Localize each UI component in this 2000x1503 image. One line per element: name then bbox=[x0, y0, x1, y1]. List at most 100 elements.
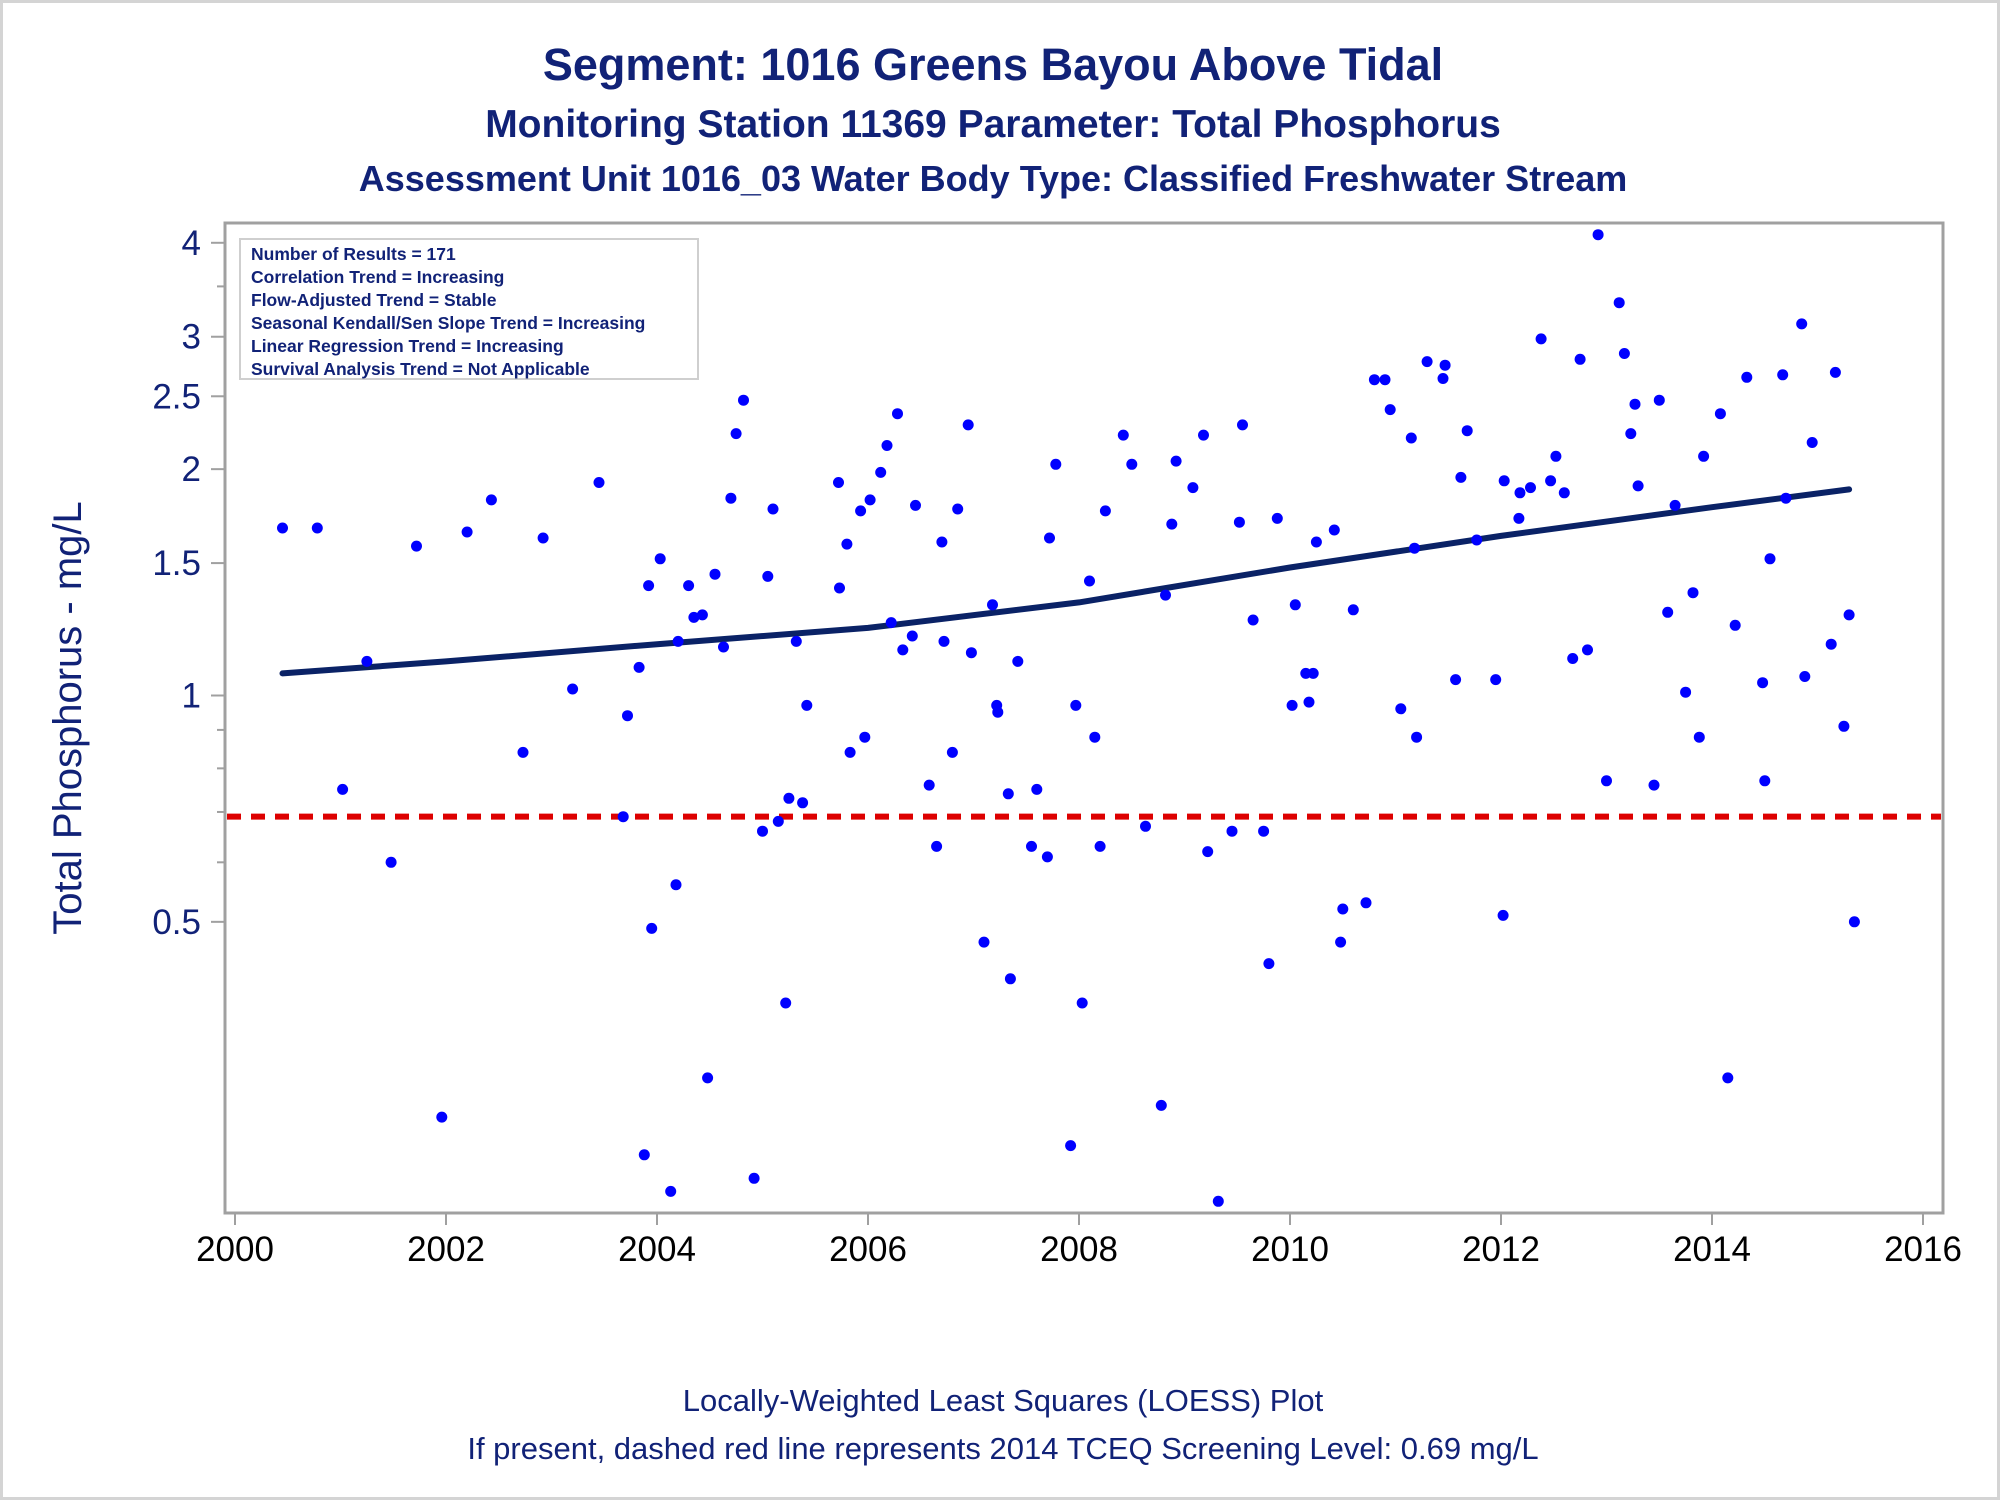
data-point bbox=[1843, 609, 1855, 621]
data-point bbox=[1099, 505, 1111, 517]
data-point bbox=[1026, 840, 1037, 852]
data-point bbox=[834, 582, 845, 594]
data-point bbox=[1258, 825, 1270, 837]
data-point bbox=[1680, 686, 1692, 698]
data-point bbox=[1648, 779, 1660, 791]
data-point bbox=[1012, 655, 1024, 667]
y-tick-label: 2 bbox=[182, 450, 201, 489]
data-point bbox=[1437, 373, 1449, 384]
plot-svg: 2000 2002 2004 2006 2008 2010 2012 2014 2016 0.5 1… bbox=[152, 221, 1962, 1269]
data-point bbox=[1405, 432, 1417, 444]
data-point bbox=[833, 477, 844, 488]
data-point bbox=[1625, 428, 1637, 440]
chart-subtitle-2: Assessment Unit 1016_03 Water Body Type:… bbox=[358, 158, 1628, 199]
data-point bbox=[790, 635, 802, 647]
data-point bbox=[1535, 333, 1547, 345]
data-point bbox=[622, 710, 633, 722]
data-point bbox=[1687, 587, 1699, 599]
data-point bbox=[567, 683, 579, 695]
data-point bbox=[311, 522, 323, 534]
data-point bbox=[1170, 455, 1182, 467]
stat-linear-regression-trend: Linear Regression Trend = Increasing bbox=[251, 336, 564, 356]
data-point bbox=[654, 553, 666, 565]
data-point bbox=[1567, 653, 1579, 664]
data-point bbox=[875, 466, 887, 478]
data-point bbox=[1089, 731, 1101, 743]
data-point bbox=[1289, 599, 1301, 611]
data-point bbox=[1337, 903, 1349, 915]
footnote-loess: Locally-Weighted Least Squares (LOESS) P… bbox=[682, 1383, 1324, 1418]
data-point bbox=[1777, 369, 1789, 381]
data-point bbox=[906, 630, 918, 642]
data-point bbox=[946, 746, 958, 758]
data-point bbox=[1198, 429, 1209, 441]
stat-correlation-trend: Correlation Trend = Increasing bbox=[251, 267, 505, 287]
data-point bbox=[1582, 644, 1593, 656]
data-point bbox=[1303, 696, 1315, 708]
data-point bbox=[1421, 356, 1433, 368]
data-point bbox=[1187, 482, 1199, 494]
x-tick-label: 2004 bbox=[618, 1230, 696, 1269]
data-point bbox=[1166, 518, 1178, 530]
data-point bbox=[897, 644, 909, 656]
data-point bbox=[1514, 487, 1526, 499]
data-point bbox=[1796, 318, 1808, 330]
data-points-group bbox=[277, 229, 1860, 1207]
data-point bbox=[1825, 638, 1837, 650]
data-point bbox=[1629, 398, 1641, 410]
data-point bbox=[841, 538, 853, 550]
chart-subtitle: Monitoring Station 11369 Parameter: Tota… bbox=[485, 103, 1501, 146]
data-point bbox=[931, 840, 943, 852]
data-point bbox=[1455, 471, 1467, 483]
data-point bbox=[696, 609, 708, 621]
data-point bbox=[1247, 614, 1259, 626]
x-tick-label: 2010 bbox=[1251, 1230, 1329, 1269]
data-point bbox=[1498, 475, 1510, 487]
data-point bbox=[992, 706, 1004, 718]
data-point bbox=[1310, 536, 1322, 548]
x-tick-label: 2002 bbox=[407, 1230, 485, 1269]
statistics-box: Number of Results = 171 Correlation Tren… bbox=[239, 238, 699, 380]
data-point bbox=[1490, 674, 1502, 686]
data-point bbox=[1202, 846, 1214, 858]
data-point bbox=[1044, 532, 1055, 544]
data-point bbox=[1669, 499, 1681, 511]
data-point bbox=[1347, 604, 1359, 616]
data-point bbox=[730, 428, 742, 440]
data-point bbox=[1601, 775, 1612, 787]
data-point bbox=[923, 779, 935, 791]
data-point bbox=[1395, 703, 1407, 715]
data-point bbox=[670, 879, 682, 891]
data-point bbox=[987, 599, 998, 611]
data-point bbox=[938, 635, 950, 647]
data-point bbox=[1307, 667, 1319, 679]
data-point bbox=[780, 997, 792, 1009]
chart-title: Segment: 1016 Greens Bayou Above Tidal bbox=[542, 39, 1444, 90]
data-point bbox=[978, 936, 990, 948]
data-point bbox=[643, 580, 655, 592]
data-point bbox=[1126, 458, 1138, 470]
data-point bbox=[1632, 480, 1644, 492]
x-tick-label: 2006 bbox=[829, 1230, 907, 1269]
data-point bbox=[748, 1172, 760, 1184]
data-point bbox=[1574, 353, 1586, 365]
data-point bbox=[485, 494, 497, 506]
x-tick-label: 2014 bbox=[1673, 1230, 1751, 1269]
data-point bbox=[801, 699, 813, 711]
stat-number-of-results: Number of Results = 171 bbox=[251, 244, 456, 264]
data-point bbox=[1155, 1099, 1167, 1111]
data-point bbox=[593, 477, 605, 488]
data-point bbox=[1741, 371, 1753, 383]
data-point bbox=[1450, 674, 1462, 686]
data-point bbox=[881, 440, 893, 451]
data-point bbox=[665, 1185, 677, 1197]
data-point bbox=[1379, 374, 1391, 386]
data-point bbox=[1764, 553, 1776, 565]
data-point bbox=[1513, 512, 1525, 524]
data-point bbox=[1698, 450, 1710, 462]
data-point bbox=[952, 503, 964, 515]
stat-survival-analysis-trend: Survival Analysis Trend = Not Applicable bbox=[251, 359, 590, 379]
x-tick-label: 2016 bbox=[1884, 1230, 1962, 1269]
data-point bbox=[1263, 958, 1275, 970]
data-point bbox=[1041, 851, 1053, 863]
